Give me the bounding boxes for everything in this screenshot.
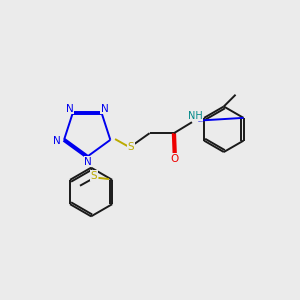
Text: S: S [128, 142, 134, 152]
Text: N: N [85, 157, 92, 167]
Text: NH: NH [188, 111, 203, 121]
Text: N: N [66, 103, 74, 113]
Text: N: N [100, 103, 108, 113]
Text: N: N [53, 136, 61, 146]
Text: O: O [171, 154, 179, 164]
Text: S: S [90, 170, 97, 181]
